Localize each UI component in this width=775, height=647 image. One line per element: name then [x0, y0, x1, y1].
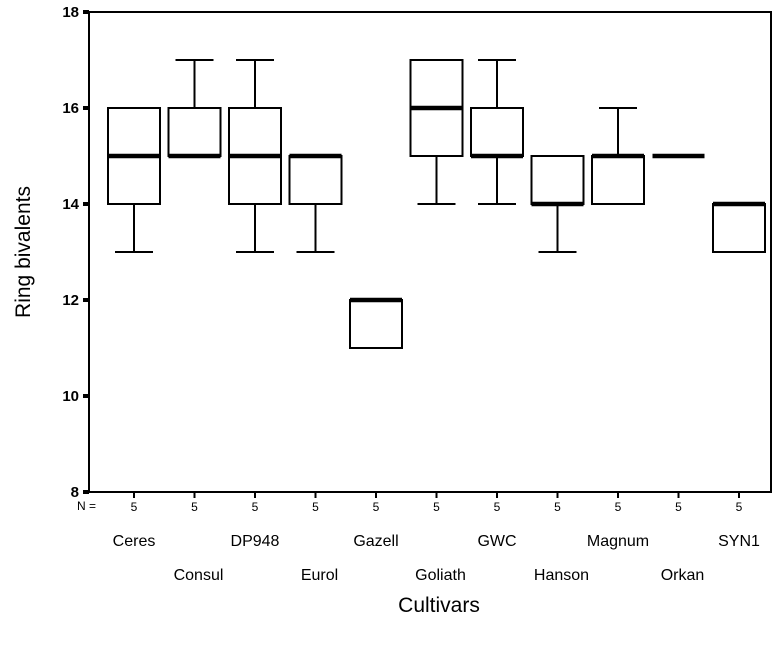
n-value: 5 [494, 500, 501, 514]
x-category-label: Magnum [587, 533, 649, 550]
x-category-label: Eurol [301, 567, 338, 584]
box-iqr [712, 203, 766, 253]
y-tick-label: 18 [62, 4, 79, 21]
n-value: 5 [373, 500, 380, 514]
x-category-labels: Ceres Consul DP948 Eurol Gazell Goliath GWC Han… [113, 533, 760, 584]
y-tick-label: 14 [62, 196, 79, 213]
box-iqr [470, 107, 524, 157]
n-value: 5 [191, 500, 198, 514]
x-axis-title: Cultivars [398, 594, 480, 617]
box-eurol [288, 153, 343, 253]
box-goliath [409, 59, 464, 205]
n-value: 5 [131, 500, 138, 514]
box-consul [167, 59, 222, 159]
n-value: 5 [554, 500, 561, 514]
box-gazell [349, 297, 403, 349]
box-iqr [288, 155, 343, 205]
y-tick-label: 8 [71, 484, 79, 501]
x-category-label: Hanson [534, 567, 589, 584]
y-tick-label: 16 [62, 100, 79, 117]
n-value: 5 [252, 500, 259, 514]
n-value: 5 [312, 500, 319, 514]
x-category-label: SYN1 [718, 533, 760, 550]
x-category-label: Goliath [415, 567, 466, 584]
box-iqr [591, 155, 645, 205]
n-value: 5 [736, 500, 743, 514]
x-category-label: DP948 [231, 533, 280, 550]
box-iqr [530, 155, 585, 205]
box-ceres [107, 107, 161, 253]
box-iqr [349, 299, 403, 349]
y-tick-label: 12 [62, 292, 79, 309]
n-count-row: N = 5 5 5 5 5 5 5 5 5 5 5 [77, 492, 743, 514]
box-magnum [591, 107, 645, 205]
box-hanson [530, 155, 585, 253]
box-iqr [167, 107, 222, 157]
y-axis-title: Ring bivalents [12, 186, 35, 318]
n-value: 5 [615, 500, 622, 514]
box-gwc [470, 59, 524, 205]
n-value: 5 [675, 500, 682, 514]
y-axis: 8 10 12 14 16 18 [62, 4, 89, 501]
x-category-label: Orkan [661, 567, 705, 584]
x-category-label: GWC [477, 533, 516, 550]
n-prefix: N = [77, 499, 96, 513]
y-tick-label: 10 [62, 388, 79, 405]
x-category-label: Ceres [113, 533, 156, 550]
box-dp948 [228, 59, 282, 253]
x-category-label: Gazell [353, 533, 398, 550]
box-series [107, 59, 766, 349]
x-category-label: Consul [174, 567, 224, 584]
plot-frame [88, 11, 772, 493]
n-value: 5 [433, 500, 440, 514]
box-syn1 [712, 201, 766, 253]
